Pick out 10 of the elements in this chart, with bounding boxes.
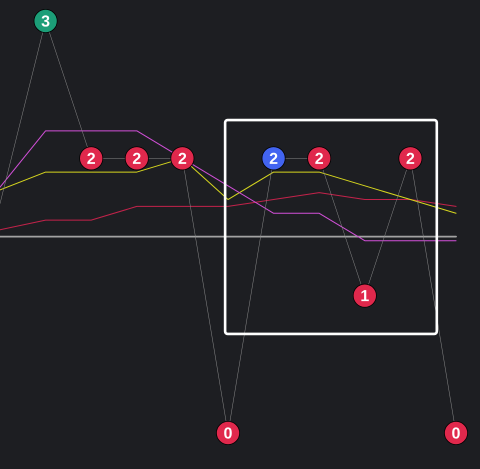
- data-label: 2: [178, 152, 186, 164]
- data-label: 1: [361, 290, 369, 302]
- data-label: 0: [452, 427, 460, 439]
- data-label: 2: [406, 152, 414, 164]
- data-label: 2: [270, 152, 278, 164]
- data-label: 3: [42, 15, 50, 27]
- data-label: 2: [87, 152, 95, 164]
- data-label: 2: [315, 152, 323, 164]
- data-label: 0: [224, 427, 232, 439]
- data-label: 2: [132, 152, 141, 164]
